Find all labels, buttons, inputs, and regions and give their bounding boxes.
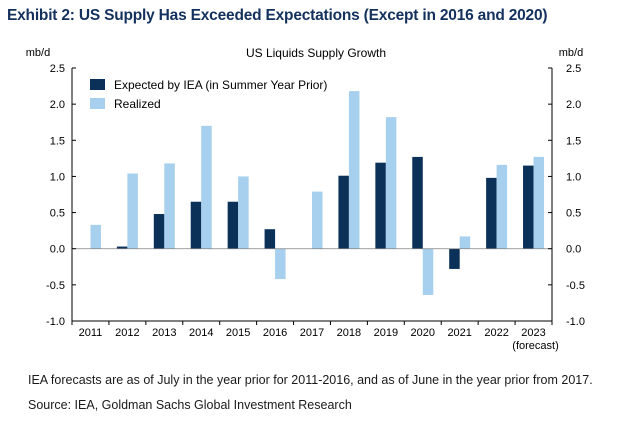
y-tick-left-label: 0.5 <box>50 208 65 220</box>
legend: Expected by IEA (in Summer Year Prior) R… <box>90 78 327 111</box>
bar-expected-2021 <box>449 248 460 269</box>
footnote: IEA forecasts are as of July in the year… <box>28 373 593 387</box>
bar-realized-2013 <box>164 163 175 249</box>
exhibit-title: Exhibit 2: US Supply Has Exceeded Expect… <box>7 7 548 24</box>
y-tick-right-label: 0.0 <box>566 244 581 256</box>
bar-expected-2018 <box>338 175 349 249</box>
bar-realized-2022 <box>496 164 508 249</box>
bar-realized-2020 <box>422 248 434 295</box>
x-tick-label-2017: 2017 <box>300 327 324 339</box>
x-tick-label-2015: 2015 <box>226 327 250 339</box>
y-tick-left-label: -1.0 <box>46 316 65 328</box>
y-tick-right-label: 1.0 <box>566 171 581 183</box>
y-tick-right-label: -1.0 <box>566 316 585 328</box>
legend-swatch-realized <box>90 98 105 109</box>
x-tick-label-2018: 2018 <box>337 327 361 339</box>
bar-expected-2014 <box>190 201 202 249</box>
y-axis-left-ticks: 2.5 2.0 1.5 1.0 0.5 0.0 -0.5 -1.0 <box>46 63 65 328</box>
bar-realized-2017 <box>312 191 323 249</box>
y-tick-left-label: 2.0 <box>50 99 65 111</box>
x-tick-label-2016: 2016 <box>263 327 287 339</box>
bar-realized-2023 <box>533 156 545 249</box>
bar-expected-2012 <box>116 246 128 249</box>
bar-expected-2015 <box>227 201 239 249</box>
x-tick-label-2013: 2013 <box>152 327 176 339</box>
bar-realized-2016 <box>275 248 286 280</box>
x-axis-ticks: 2011 2012 2013 2014 2015 2016 2017 2018 2019 2020… <box>79 327 559 352</box>
chart-title: US Liquids Supply Growth <box>246 46 386 60</box>
y-tick-right-label: 0.5 <box>566 208 581 220</box>
x-tick-sublabel-forecast: (forecast) <box>512 340 558 352</box>
y-tick-right-label: 1.5 <box>566 135 581 147</box>
legend-swatch-expected <box>90 79 105 90</box>
x-tick-label-2019: 2019 <box>374 327 398 339</box>
y-tick-right-label: -0.5 <box>566 280 585 292</box>
bar-realized-2011 <box>90 224 101 249</box>
bar-expected-2016 <box>264 229 276 249</box>
x-tick-label-2021: 2021 <box>447 327 471 339</box>
y-axis-right-ticks: 2.5 2.0 1.5 1.0 0.5 0.0 -0.5 -1.0 <box>566 63 585 328</box>
bar-realized-2015 <box>238 176 249 249</box>
bar-expected-2020 <box>412 156 423 249</box>
x-tick-label-2023: 2023 <box>521 327 545 339</box>
bar-expected-2019 <box>375 162 386 249</box>
y-axis-right-unit: mb/d <box>559 47 583 59</box>
bar-realized-2021 <box>459 236 471 249</box>
axes-group <box>71 67 553 325</box>
y-tick-right-label: 2.5 <box>566 63 581 75</box>
bar-realized-2019 <box>385 117 397 249</box>
x-tick-label-2020: 2020 <box>411 327 435 339</box>
y-tick-right-label: 2.0 <box>566 99 581 111</box>
bar-expected-2013 <box>153 214 165 249</box>
y-tick-left-label: 1.5 <box>50 135 65 147</box>
legend-label-realized: Realized <box>114 97 161 111</box>
x-tick-label-2014: 2014 <box>189 327 213 339</box>
bars-group <box>90 91 545 295</box>
x-tick-label-2022: 2022 <box>484 327 508 339</box>
y-tick-left-label: 1.0 <box>50 171 65 183</box>
bar-realized-2012 <box>127 173 138 249</box>
source-note: Source: IEA, Goldman Sachs Global Invest… <box>28 398 352 412</box>
bar-realized-2014 <box>201 125 212 249</box>
y-tick-left-label: -0.5 <box>46 280 65 292</box>
legend-label-expected: Expected by IEA (in Summer Year Prior) <box>114 78 327 92</box>
y-axis-left-unit: mb/d <box>26 47 50 59</box>
bar-expected-2022 <box>486 177 497 249</box>
y-tick-left-label: 0.0 <box>50 244 65 256</box>
y-tick-left-label: 2.5 <box>50 63 65 75</box>
bar-expected-2023 <box>523 165 534 249</box>
bar-realized-2018 <box>348 91 360 249</box>
x-tick-label-2012: 2012 <box>115 327 139 339</box>
x-tick-label-2011: 2011 <box>79 327 103 339</box>
